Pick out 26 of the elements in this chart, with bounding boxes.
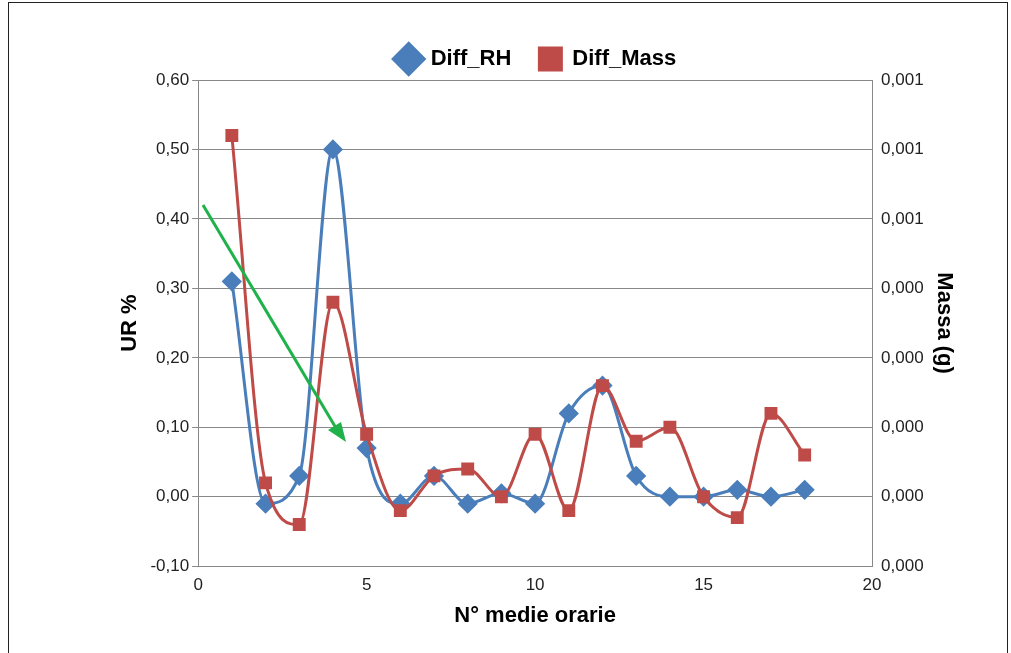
x-tick-label: 0 xyxy=(193,575,203,595)
x-tick-label: 5 xyxy=(361,575,372,595)
y-axis-title: UR % xyxy=(116,294,142,352)
y2-tick-label: 0,001 xyxy=(881,69,924,89)
y2-tick-label: 0,001 xyxy=(881,139,924,159)
x-tick-label: 20 xyxy=(862,575,882,595)
y-tick-label: 0,50 xyxy=(156,139,190,159)
x-tick-label: 10 xyxy=(525,575,545,595)
x-axis-title: N° medie orarie xyxy=(454,601,616,627)
y-tick-label: 0,60 xyxy=(156,69,190,89)
y2-tick-label: 0,000 xyxy=(881,555,924,575)
legend-label: Diff_RH xyxy=(430,45,512,71)
y2-tick-label: 0,000 xyxy=(881,278,924,298)
y-tick-label: 0,30 xyxy=(156,278,190,298)
y-tick-label: 0,00 xyxy=(156,486,190,506)
y-tick-label: -0,10 xyxy=(150,555,190,575)
y-tick-label: 0,10 xyxy=(156,416,190,436)
y2-axis-title: Massa (g) xyxy=(932,272,958,374)
y2-tick-label: 0,000 xyxy=(881,347,924,367)
y-tick-label: 0,40 xyxy=(156,208,190,228)
y-tick-label: 0,20 xyxy=(156,347,190,367)
legend-label: Diff_Mass xyxy=(572,45,677,71)
y2-tick-label: 0,000 xyxy=(881,486,924,506)
y2-tick-label: 0,001 xyxy=(881,208,924,228)
y2-tick-label: 0,000 xyxy=(881,416,924,436)
x-tick-label: 15 xyxy=(694,575,714,595)
